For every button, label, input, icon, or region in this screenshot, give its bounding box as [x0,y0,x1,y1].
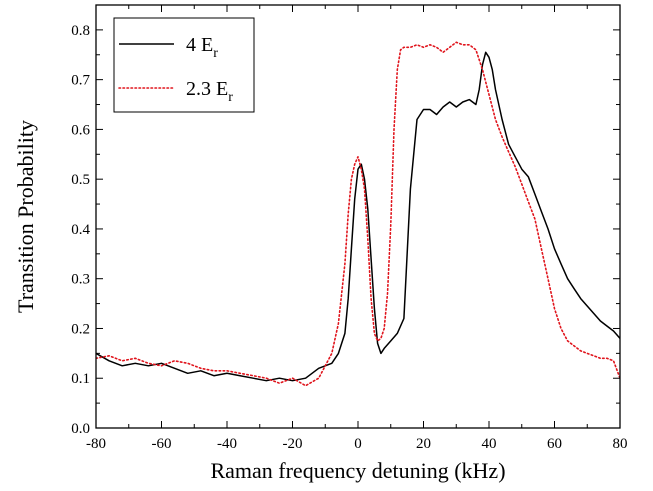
legend-label-2-3er-subscript: r [228,90,233,105]
y-tick-label: 0.5 [71,172,90,188]
x-tick-label: 80 [613,436,628,452]
legend: 4 Er 2.3 Er [113,17,255,113]
series-line-0 [96,51,620,382]
ticks-layer [95,4,621,429]
x-tick-label: -60 [152,436,172,452]
legend-label-4er: 4 Er [186,34,218,61]
legend-label-4er-subscript: r [213,46,218,61]
y-tick-label: 0.6 [71,122,90,138]
legend-label-2-3er: 2.3 Er [186,78,233,105]
legend-label-4er-main: 4 E [186,34,213,56]
tick-labels-layer: -80 -60 -40 -20 0 20 40 60 80 0.0 0.1 0.2 0.3 0.4 0.5 0… [71,23,627,452]
x-tick-label: -80 [86,436,106,452]
y-tick-label: 0.7 [71,73,90,89]
legend-label-2-3er-main: 2.3 E [186,78,228,100]
x-tick-label: -20 [283,436,303,452]
series-layer [96,41,620,387]
x-axis-title: Raman frequency detuning (kHz) [210,458,505,483]
y-tick-label: 0.3 [71,272,90,288]
y-tick-label: 0.0 [71,421,90,437]
x-tick-label: -40 [217,436,237,452]
x-tick-label: 40 [482,436,497,452]
y-axis-title: Transition Probability [13,120,38,313]
x-tick-label: 60 [547,436,562,452]
legend-box [113,17,255,113]
series-line-1 [96,41,620,387]
y-tick-label: 0.1 [71,371,90,387]
x-tick-label: 0 [354,436,362,452]
x-tick-label: 20 [416,436,431,452]
y-tick-label: 0.8 [71,23,90,39]
y-tick-label: 0.4 [71,222,90,238]
y-tick-label: 0.2 [71,321,90,337]
